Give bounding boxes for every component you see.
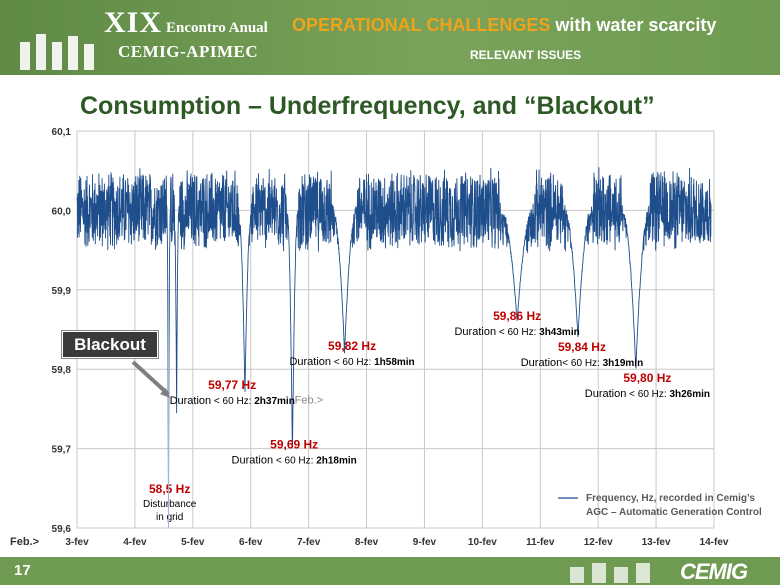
blackout-arrow-head	[160, 388, 170, 398]
event-name: Encontro Anual	[166, 20, 268, 36]
section-title-highlight: OPERATIONAL CHALLENGES	[292, 15, 551, 35]
section-title: OPERATIONAL CHALLENGES with water scarci…	[292, 15, 716, 36]
page-title: Consumption – Underfrequency, and “Black…	[80, 92, 655, 120]
legend-label: AGC – Automatic Generation Control	[586, 507, 762, 518]
event-frequency-label: 58,5 Hz	[149, 482, 190, 496]
x-tick-label: 10-fev	[468, 537, 497, 548]
event-duration-label: Duration < 60 Hz: 1h58min	[289, 356, 414, 368]
event-logo-title: XIX Encontro Anual	[104, 6, 268, 40]
x-axis-prefix: Feb.>	[10, 536, 39, 548]
event-duration-label: Duration< 60 Hz: 3h19min	[521, 357, 643, 369]
event-detail-label: Disturbance	[143, 499, 197, 510]
x-tick-label: 7-fev	[297, 537, 321, 548]
x-tick-label: 12-fev	[584, 537, 613, 548]
event-duration-label: Duration < 60 Hz: 2h37min	[170, 395, 295, 407]
event-organization: CEMIG-APIMEC	[118, 42, 259, 61]
event-frequency-label: 59,80 Hz	[623, 371, 671, 385]
event-duration-label: Duration < 60 Hz: 2h18min	[232, 455, 357, 467]
cemig-mark-icon	[570, 563, 650, 583]
event-frequency-label: 59,86 Hz	[493, 309, 541, 323]
event-frequency-label: 59,82 Hz	[328, 339, 376, 353]
page-number: 17	[14, 562, 31, 579]
blackout-callout: Blackout	[61, 330, 159, 359]
event-frequency-label: 59,77 Hz	[208, 378, 256, 392]
frequency-chart: 60,1 60,0 59,9 59,8 59,7 59,6 3-fev 4-fev 5-fev 6…	[10, 127, 762, 548]
blackout-arrow	[131, 360, 170, 396]
frequency-series-line	[76, 167, 712, 521]
section-subtitle: RELEVANT ISSUES	[470, 48, 582, 62]
x-tick-label: 8-fev	[355, 537, 379, 548]
y-tick-label: 59,9	[52, 286, 72, 297]
x-tick-label: 13-fev	[642, 537, 671, 548]
event-edition: XIX	[104, 6, 163, 39]
x-tick-label: 11-fev	[526, 537, 555, 548]
x-tick-label: 9-fev	[413, 537, 437, 548]
y-tick-label: 60,1	[52, 127, 72, 138]
y-tick-label: 60,0	[52, 206, 72, 217]
feb-marker-label: Feb.>	[295, 394, 323, 406]
x-tick-label: 14-fev	[700, 537, 729, 548]
event-duration-label: Duration < 60 Hz: 3h43min	[454, 326, 579, 338]
event-logo-icon	[20, 34, 94, 70]
x-tick-label: 5-fev	[181, 537, 205, 548]
x-tick-label: 4-fev	[123, 537, 147, 548]
event-frequency-label: 59,69 Hz	[270, 438, 318, 452]
event-detail-label: in grid	[156, 512, 183, 523]
y-tick-label: 59,6	[52, 524, 72, 535]
x-tick-label: 6-fev	[239, 537, 263, 548]
x-tick-label: 3-fev	[65, 537, 89, 548]
event-duration-label: Duration < 60 Hz: 3h26min	[585, 388, 710, 400]
y-tick-label: 59,8	[52, 365, 72, 376]
header-gradient	[0, 0, 780, 75]
event-frequency-label: 59,84 Hz	[558, 340, 606, 354]
section-title-rest: with water scarcity	[550, 15, 717, 35]
y-tick-label: 59,7	[52, 445, 72, 456]
cemig-logo: CEMIG	[680, 559, 748, 584]
legend-label: Frequency, Hz, recorded in Cemig’s	[586, 493, 755, 504]
